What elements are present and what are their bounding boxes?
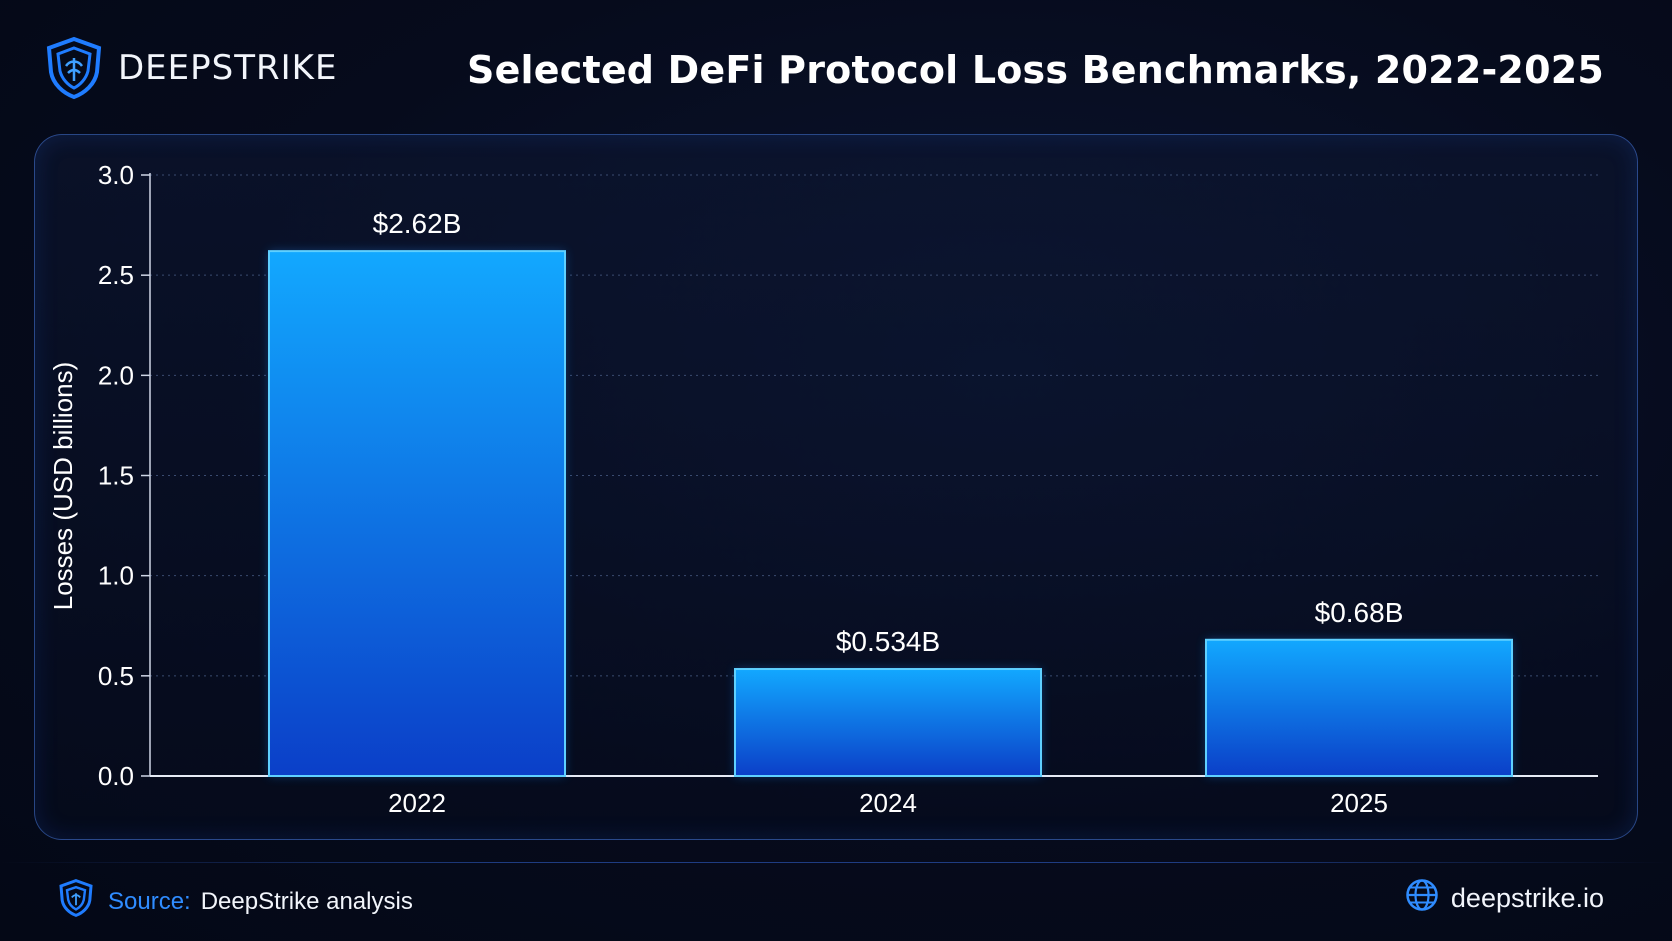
brand-name: DEEPSTRIKE xyxy=(118,48,338,88)
data-label: $2.62B xyxy=(373,208,462,239)
bar-2022 xyxy=(268,250,566,778)
y-tick-label: 3.0 xyxy=(98,160,134,190)
y-tick-label: 0.5 xyxy=(98,661,134,691)
x-tick-label: 2024 xyxy=(859,788,917,818)
bar-chart: 0.0 0.5 1.0 1.5 2.0 2.5 3.0 $2.62B 2022 $0.534B 2… xyxy=(48,160,1598,818)
y-tick-label: 1.0 xyxy=(98,561,134,591)
globe-icon xyxy=(1405,878,1439,919)
y-axis-label: Losses (USD billions) xyxy=(48,362,78,611)
shield-icon xyxy=(44,36,104,100)
x-tick-label: 2022 xyxy=(388,788,446,818)
x-tick-label: 2025 xyxy=(1330,788,1388,818)
y-tick-label: 0.0 xyxy=(98,761,134,791)
footer-divider xyxy=(0,862,1672,863)
data-label: $0.68B xyxy=(1315,597,1404,628)
bar-2024 xyxy=(734,668,1042,777)
chart-title: Selected DeFi Protocol Loss Benchmarks, … xyxy=(467,48,1604,92)
shield-icon xyxy=(58,878,94,925)
site-url[interactable]: deepstrike.io xyxy=(1450,883,1604,913)
y-tick-label: 1.5 xyxy=(98,461,134,491)
y-tick-label: 2.5 xyxy=(98,260,134,290)
data-label: $0.534B xyxy=(836,626,940,657)
source-text: DeepStrike analysis xyxy=(200,887,413,915)
source-label: Source: xyxy=(108,887,191,915)
brand-logo: DEEPSTRIKE xyxy=(44,36,337,100)
bar-2025 xyxy=(1205,638,1513,777)
y-tick-label: 2.0 xyxy=(98,360,134,390)
footer-site-link[interactable]: deepstrike.io xyxy=(1405,878,1604,919)
footer-source: Source: DeepStrike analysis xyxy=(58,878,413,925)
